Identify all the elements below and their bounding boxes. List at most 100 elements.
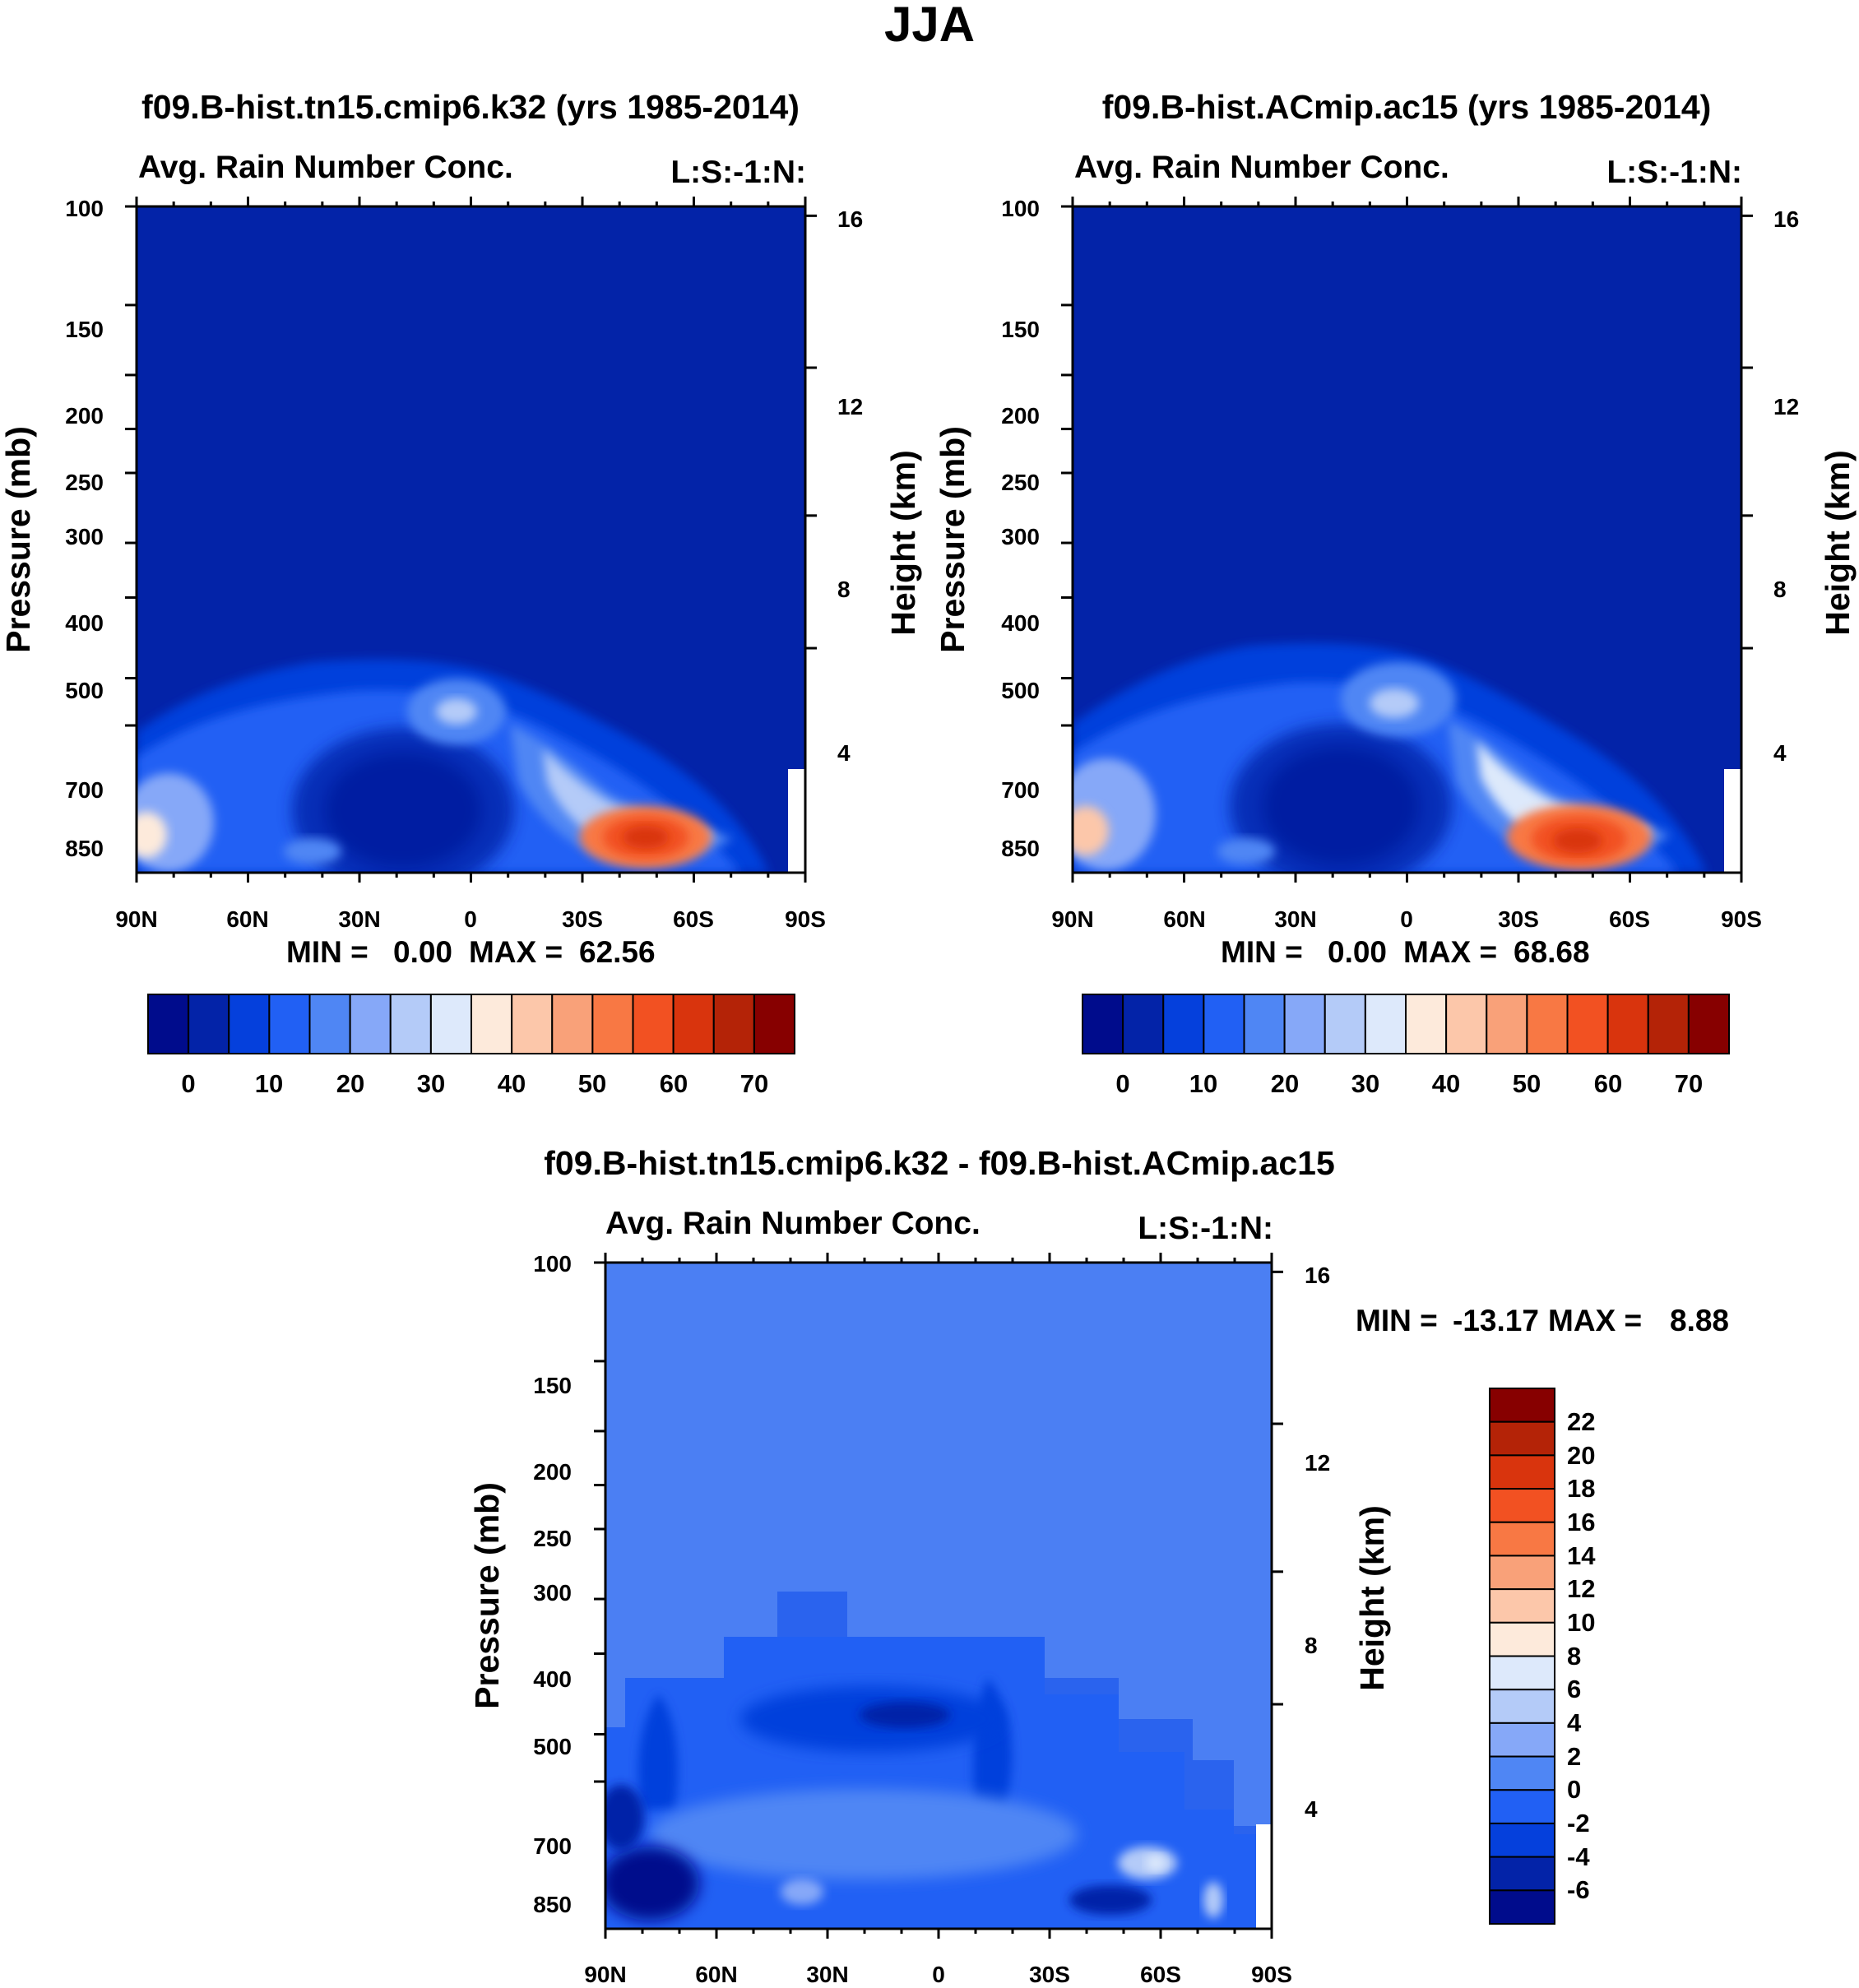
colorbar-box bbox=[672, 994, 715, 1054]
panel-1-patch-left-hot bbox=[137, 812, 167, 858]
colorbar-box bbox=[1687, 994, 1730, 1054]
panel-3-level-label: 0 bbox=[1567, 1775, 1581, 1804]
panel-2-y2tick: 16 bbox=[1773, 206, 1799, 232]
panel-3-ytick: 150 bbox=[533, 1373, 572, 1398]
colorbar-box bbox=[1162, 994, 1205, 1054]
panel-2-peak-core bbox=[1553, 828, 1602, 853]
panel-3-xtick: 0 bbox=[932, 1962, 945, 1987]
panel-1-ytick-labels: 100 150 200 250 300 400 500 700 850 bbox=[65, 196, 104, 861]
panel-2-patch-left-hot bbox=[1073, 806, 1109, 855]
panel-3-xtick: 30S bbox=[1029, 1962, 1070, 1987]
panel-3-left-neg-upper bbox=[605, 1785, 644, 1851]
panel-1-ytick: 100 bbox=[65, 196, 104, 221]
panel-2-ytick: 200 bbox=[1001, 403, 1040, 429]
panel-2-y2tick: 8 bbox=[1773, 577, 1787, 602]
panel-1-field bbox=[137, 206, 805, 873]
panel-1-xtick: 0 bbox=[464, 906, 477, 932]
colorbar-box bbox=[1364, 994, 1407, 1054]
panel-1-max-value: 62.56 bbox=[579, 935, 656, 969]
panel-1-ytick: 500 bbox=[65, 678, 104, 703]
panel-3-level-label: -4 bbox=[1567, 1842, 1590, 1871]
colorbar-box bbox=[1283, 994, 1326, 1054]
panel-3-ytick: 500 bbox=[533, 1734, 572, 1759]
panel-1-level-label: 30 bbox=[417, 1069, 445, 1098]
panel-1-level-label: 70 bbox=[740, 1069, 768, 1098]
panel-1-level-label: 40 bbox=[498, 1069, 526, 1098]
panel-1-dry-ring bbox=[292, 728, 514, 873]
colorbar-box bbox=[1489, 1454, 1555, 1490]
panel-1-y2tick: 8 bbox=[837, 577, 851, 602]
panel-1-missing-data bbox=[788, 769, 805, 873]
panel-3-ticks bbox=[594, 1253, 1283, 1939]
panel-1-patch-left-low bbox=[284, 838, 341, 864]
panel-2-ytick: 500 bbox=[1001, 678, 1040, 703]
colorbar-box bbox=[753, 994, 795, 1054]
colorbar-box bbox=[1243, 994, 1286, 1054]
panel-1-level-label: 20 bbox=[336, 1069, 364, 1098]
panel-3-level-label: 6 bbox=[1567, 1675, 1581, 1703]
panel-2-max-label: MAX = bbox=[1403, 935, 1497, 969]
panel-3-ytick: 100 bbox=[533, 1251, 572, 1277]
panel-2-xtick: 0 bbox=[1400, 906, 1413, 932]
panel-1: f09.B-hist.tn15.cmip6.k32 (yrs 1985-2014… bbox=[0, 88, 922, 1098]
panel-3-light-spot bbox=[781, 1879, 823, 1905]
colorbar-box bbox=[1489, 1689, 1555, 1724]
panel-3-level-label: -2 bbox=[1567, 1809, 1590, 1837]
panel-1-xtick: 30S bbox=[562, 906, 603, 932]
panel-3-ylabel: Pressure (mb) bbox=[468, 1482, 506, 1709]
panel-1-ylabel: Pressure (mb) bbox=[0, 426, 37, 653]
panel-1-ytick: 700 bbox=[65, 777, 104, 803]
panel-1-min-value: 0.00 bbox=[393, 935, 452, 969]
panel-2-min-label: MIN = bbox=[1221, 935, 1303, 969]
panel-1-xtick: 30N bbox=[338, 906, 380, 932]
panel-2-ylabel: Pressure (mb) bbox=[934, 426, 971, 653]
panel-1-ytick: 250 bbox=[65, 470, 104, 495]
panel-2-level-label: 20 bbox=[1271, 1069, 1299, 1098]
panel-2-level-label: 40 bbox=[1432, 1069, 1460, 1098]
panel-1-max-label: MAX = bbox=[469, 935, 563, 969]
colorbar-box bbox=[308, 994, 351, 1054]
panel-2-xtick: 90S bbox=[1721, 906, 1762, 932]
panel-1-colorbar-labels: 0 10 20 30 40 50 60 70 bbox=[181, 1069, 768, 1098]
panel-1-xtick: 90S bbox=[785, 906, 826, 932]
panel-2-ytick: 700 bbox=[1001, 777, 1040, 803]
panel-1-ytick: 850 bbox=[65, 836, 104, 861]
panel-2-ytick-labels: 100 150 200 250 300 400 500 700 850 bbox=[1001, 196, 1040, 861]
panel-3-xtick: 30N bbox=[806, 1962, 848, 1987]
panel-3-level-label: -6 bbox=[1567, 1875, 1590, 1904]
colorbar-box bbox=[1489, 1722, 1555, 1758]
panel-3-min-value: -13.17 bbox=[1453, 1304, 1539, 1337]
panel-1-stats: MIN = 0.00 MAX = 62.56 bbox=[286, 935, 656, 969]
panel-2-ytick: 850 bbox=[1001, 836, 1040, 861]
panel-3-level-label: 12 bbox=[1567, 1574, 1595, 1603]
panel-3-ytick: 700 bbox=[533, 1833, 572, 1859]
panel-2-upper-blob-core bbox=[1370, 688, 1419, 718]
panel-2-y2tick-labels: 16 12 8 4 bbox=[1773, 206, 1799, 766]
colorbar-box bbox=[429, 994, 472, 1054]
panel-3-y2tick-labels: 16 12 8 4 bbox=[1305, 1263, 1330, 1822]
panel-2-ytick: 100 bbox=[1001, 196, 1040, 221]
panel-1-peak-core bbox=[623, 826, 669, 849]
panel-3-far-right-pos bbox=[1203, 1882, 1223, 1918]
colorbar-box bbox=[471, 994, 513, 1054]
panel-1-subtitle-left: Avg. Rain Number Conc. bbox=[138, 150, 513, 185]
panel-2-ticks bbox=[1061, 197, 1753, 883]
panel-3-max-value: 8.88 bbox=[1670, 1304, 1729, 1337]
colorbar-box bbox=[1405, 994, 1448, 1054]
panel-2: f09.B-hist.ACmip.ac15 (yrs 1985-2014) Av… bbox=[934, 88, 1857, 1098]
colorbar-box bbox=[1489, 1521, 1555, 1557]
panel-3-ytick: 200 bbox=[533, 1459, 572, 1485]
panel-3-y2tick: 8 bbox=[1305, 1633, 1318, 1658]
colorbar-box bbox=[389, 994, 432, 1054]
panel-1-xtick: 90N bbox=[115, 906, 157, 932]
panel-1-y2tick-labels: 16 12 8 4 bbox=[837, 206, 863, 766]
panel-3-level-label: 20 bbox=[1567, 1441, 1595, 1470]
panel-3-right-neg bbox=[1069, 1885, 1152, 1915]
panel-1-title: f09.B-hist.tn15.cmip6.k32 (yrs 1985-2014… bbox=[141, 88, 800, 126]
panel-1-xtick-labels: 90N 60N 30N 0 30S 60S 90S bbox=[115, 906, 826, 932]
panel-2-level-label: 30 bbox=[1351, 1069, 1379, 1098]
panel-2-xtick: 30N bbox=[1274, 906, 1316, 932]
panel-3-y2tick: 12 bbox=[1305, 1450, 1330, 1476]
panel-2-ytick: 400 bbox=[1001, 610, 1040, 636]
